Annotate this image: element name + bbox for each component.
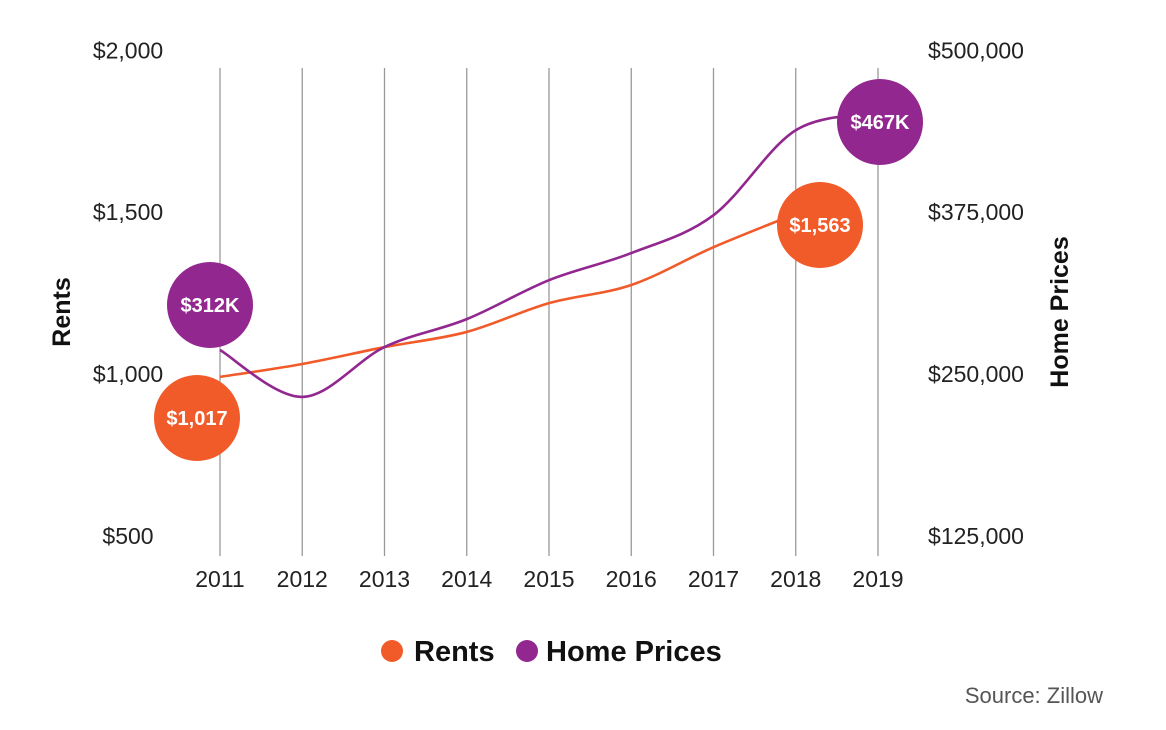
callout-bubble — [154, 375, 240, 461]
right-axis-ticks: $500,000 $375,000 $250,000 $125,000 — [928, 37, 1024, 548]
x-tick-label: 2012 — [277, 566, 328, 592]
x-tick-label: 2013 — [359, 566, 410, 592]
x-tick-label: 2011 — [195, 566, 244, 592]
legend-marker-home-prices — [516, 640, 538, 662]
x-tick-label: 2015 — [523, 566, 574, 592]
legend: Rents Home Prices — [381, 636, 722, 668]
callouts: $1,017 $1,563 $312K $467K — [154, 79, 923, 461]
series-line-home-prices — [219, 112, 879, 399]
right-tick-label: $125,000 — [928, 523, 1024, 549]
left-tick-label: $1,000 — [93, 361, 163, 387]
x-tick-label: 2019 — [852, 566, 903, 592]
x-axis-ticks: 2011 2012 2013 2014 2015 2016 2017 2018 2019 — [195, 566, 903, 592]
callout-label: $1,563 — [789, 215, 850, 237]
left-tick-label: $2,000 — [93, 37, 163, 63]
legend-label-home-prices: Home Prices — [546, 636, 722, 668]
legend-label-rents: Rents — [414, 636, 495, 668]
legend-marker-rents — [381, 640, 403, 662]
gridlines — [219, 68, 879, 556]
left-tick-label: $500 — [102, 523, 153, 549]
callout-bubble — [837, 79, 923, 165]
x-tick-label: 2018 — [770, 566, 821, 592]
x-tick-label: 2014 — [441, 566, 492, 592]
callout-label: $1,017 — [166, 408, 227, 430]
left-tick-label: $1,500 — [93, 199, 163, 225]
x-tick-label: 2017 — [688, 566, 739, 592]
right-tick-label: $250,000 — [928, 361, 1024, 387]
series-line-rents — [219, 212, 797, 379]
left-axis-title: Rents — [48, 277, 76, 346]
right-tick-label: $500,000 — [928, 37, 1024, 63]
callout-label: $467K — [851, 112, 910, 134]
callout-bubble — [167, 262, 253, 348]
x-tick-label: 2016 — [606, 566, 657, 592]
series-lines — [219, 112, 879, 399]
source-note: Source: Zillow — [965, 683, 1103, 708]
right-axis-title: Home Prices — [1046, 236, 1074, 387]
right-tick-label: $375,000 — [928, 199, 1024, 225]
callout-bubble — [777, 182, 863, 268]
left-axis-ticks: $2,000 $1,500 $1,000 $500 — [93, 37, 163, 548]
callout-label: $312K — [181, 295, 240, 317]
